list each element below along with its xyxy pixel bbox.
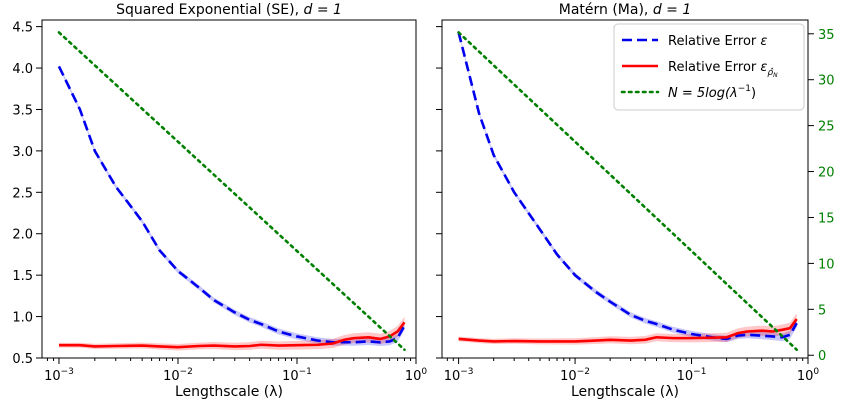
x-tick-exp: −3 [61,367,74,377]
x-tick-exp: −2 [577,367,590,377]
x-axis: 10−3 10−2 10−1 100 [44,358,427,384]
x-tick-label: 10−2 [163,367,193,384]
panel-2: Matérn (Ma), d = 110−3 10−2 10−1 100Lengths… [436,2,835,400]
x-tick-exp: 0 [421,367,427,377]
series-line-eps_rho [458,318,798,343]
legend-label-sup: −1 [738,84,751,94]
legend-label-math: N = 5log(λ [668,86,738,101]
x-tick-label: 10−1 [282,367,312,384]
legend-frame [613,23,805,111]
x-tick-base: 10 [444,369,461,384]
y2-tick-label: 5 [818,303,826,318]
panel-title-math: d = 1 [303,2,341,18]
x-tick-base: 10 [677,369,694,384]
axes-frame [441,19,809,359]
x-axis: 10−3 10−2 10−1 100 [444,358,820,384]
legend-label-text: Relative Error [668,34,760,49]
series-line-N [57,31,406,352]
panel-title: Matérn (Ma), d = 1 [559,2,692,18]
legend-label-subsub: N [773,72,778,79]
x-tick-label: 10−3 [44,367,74,384]
legend-label-math: ε [760,34,767,49]
x-tick-label: 100 [405,367,428,384]
y2-axis: 0 5 10 15 20 25 30 35 [808,28,835,364]
x-axis-label: Lengthscale (λ) [175,384,283,400]
panel-title-math: d = 1 [653,2,691,18]
x-tick-base: 10 [163,369,180,384]
y-tick-label: 3.5 [12,103,33,118]
legend-label-eps: Relative Error ε [668,34,767,49]
x-tick-base: 10 [560,369,577,384]
x-tick-label: 10−2 [560,367,590,384]
y2-tick-label: 15 [818,211,835,226]
x-tick-label: 10−1 [677,367,707,384]
x-tick-label: 100 [797,367,820,384]
y-axis [436,26,442,359]
y2-tick-label: 0 [818,349,826,364]
legend-label-text: Relative Error [668,60,760,75]
y2-tick-label: 25 [818,120,835,135]
x-tick-base: 10 [797,369,814,384]
panel-title-text: Squared Exponential (SE), [116,2,303,18]
y2-tick-label: 30 [818,74,835,89]
plot-area [57,31,406,352]
y-tick-label: 1.5 [12,269,33,284]
y-tick-label: 2.0 [12,228,33,243]
x-tick-base: 10 [44,369,61,384]
panel-1: Squared Exponential (SE), d = 110−3 10−2 1… [12,2,427,400]
x-tick-label: 10−3 [444,367,474,384]
x-tick-exp: −1 [299,367,312,377]
panel-title-text: Matérn (Ma), [559,2,653,18]
y-tick-label: 4.0 [12,62,33,77]
legend-label-N: N = 5log(λ−1) [668,84,756,101]
y-tick-label: 0.5 [12,352,33,367]
legend-label-tail: ) [751,86,756,101]
x-tick-exp: 0 [813,367,819,377]
series-line-eps [57,65,406,344]
y-tick-label: 2.5 [12,186,33,201]
y-tick-label: 3.0 [12,145,33,160]
legend-label-sub: ρ̂ [767,67,774,78]
panel-title: Squared Exponential (SE), d = 1 [116,2,342,18]
x-tick-exp: −1 [693,367,706,377]
x-tick-base: 10 [405,369,422,384]
x-tick-exp: −3 [460,367,473,377]
x-tick-base: 10 [282,369,299,384]
x-tick-exp: −2 [180,367,193,377]
y2-tick-label: 20 [818,166,835,181]
series-line-eps_rho [58,321,406,349]
y2-tick-label: 10 [818,257,835,272]
y-axis: 0.5 1.0 1.5 2.0 2.5 3.0 3.5 4.0 4.5 [12,21,42,367]
y-tick-label: 1.0 [12,311,33,326]
series-line-N [457,31,799,352]
legend-label-math: ε [760,60,767,75]
y2-tick-label: 35 [818,28,835,43]
x-axis-label: Lengthscale (λ) [571,384,679,400]
series-band-eps_rho [58,316,405,351]
series-line-eps [457,32,798,341]
y-tick-label: 4.5 [12,21,33,36]
axes-frame [41,19,417,359]
plot-area [457,30,799,352]
legend-label-eps_rho: Relative Error ερ̂N [668,60,778,79]
